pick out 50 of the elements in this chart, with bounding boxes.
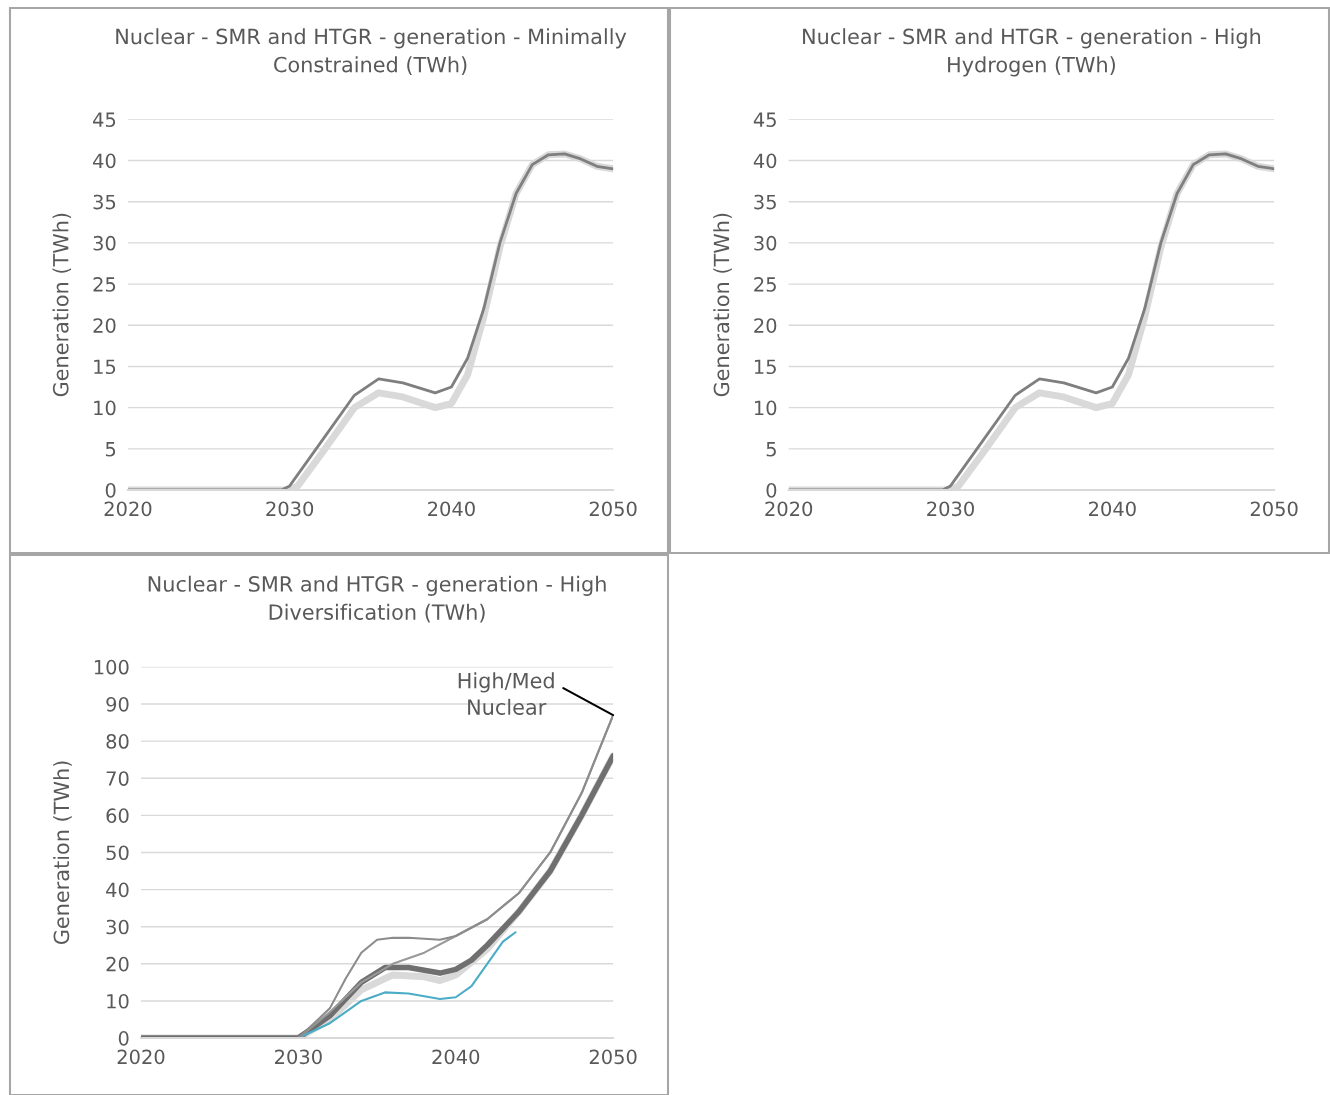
y-tick-label: 15 xyxy=(754,359,776,375)
y-tick-label: 0 xyxy=(118,1031,129,1046)
x-tick-label: 2030 xyxy=(275,1049,322,1065)
y-tick-label: 5 xyxy=(766,442,776,457)
y-tick-label: 10 xyxy=(94,400,116,416)
y-tick-label: 40 xyxy=(93,153,116,169)
y-tick-label: 30 xyxy=(106,919,129,935)
y-tick-label: 0 xyxy=(766,482,777,498)
y-tick-label: 40 xyxy=(106,882,129,898)
y-tick-label: 45 xyxy=(93,112,116,128)
y-tick-label: 80 xyxy=(106,734,129,749)
x-tick-label: 2020 xyxy=(117,1049,165,1065)
y-tick-label: 30 xyxy=(93,235,116,251)
y-tick-label: 20 xyxy=(754,318,777,333)
y-tick-label: 100 xyxy=(94,659,129,675)
chart-title: Nuclear - SMR and HTGR - generation - High Diversification (TWh) xyxy=(148,575,606,623)
x-tick-label: 2050 xyxy=(1250,501,1298,517)
y-tick-label: 25 xyxy=(93,277,116,292)
y-tick-label: 60 xyxy=(106,808,129,823)
y-tick-label: 40 xyxy=(753,153,777,169)
chart-title: Nuclear - SMR and HTGR - generation - Minimally Constrained (TWh) xyxy=(116,28,627,75)
y-tick-label: 35 xyxy=(754,194,776,210)
x-tick-label: 2050 xyxy=(589,1049,637,1065)
y-tick-label: 20 xyxy=(106,956,129,972)
y-tick-label: 90 xyxy=(106,696,129,712)
x-tick-label: 2040 xyxy=(432,1049,480,1065)
y-tick-label: 30 xyxy=(754,235,777,251)
x-tick-label: 2050 xyxy=(589,501,637,517)
y-axis-title: Generation (TWh) xyxy=(53,761,72,945)
y-tick-label: 10 xyxy=(754,400,777,416)
y-tick-label: 20 xyxy=(93,318,116,333)
y-axis-title: Generation (TWh) xyxy=(52,213,72,397)
y-tick-label: 5 xyxy=(105,442,116,457)
y-axis-title: Generation (TWh) xyxy=(713,213,732,397)
y-tick-label: 35 xyxy=(93,194,116,210)
y-tick-label: 25 xyxy=(754,277,776,292)
annotation: High/Med Nuclear xyxy=(458,672,554,715)
x-tick-label: 2040 xyxy=(1089,501,1136,517)
x-tick-label: 2030 xyxy=(266,501,314,517)
y-tick-label: 10 xyxy=(107,993,129,1009)
x-tick-label: 2020 xyxy=(104,501,152,517)
y-tick-label: 15 xyxy=(94,359,116,375)
y-tick-label: 70 xyxy=(106,771,129,786)
y-tick-label: 0 xyxy=(105,482,116,498)
y-tick-label: 45 xyxy=(753,112,776,128)
y-tick-label: 50 xyxy=(106,845,129,861)
x-tick-label: 2030 xyxy=(927,501,974,517)
x-tick-label: 2020 xyxy=(765,501,813,517)
chart-title: Nuclear - SMR and HTGR - generation - High Hydrogen (TWh) xyxy=(803,28,1261,77)
x-tick-label: 2040 xyxy=(428,501,475,517)
